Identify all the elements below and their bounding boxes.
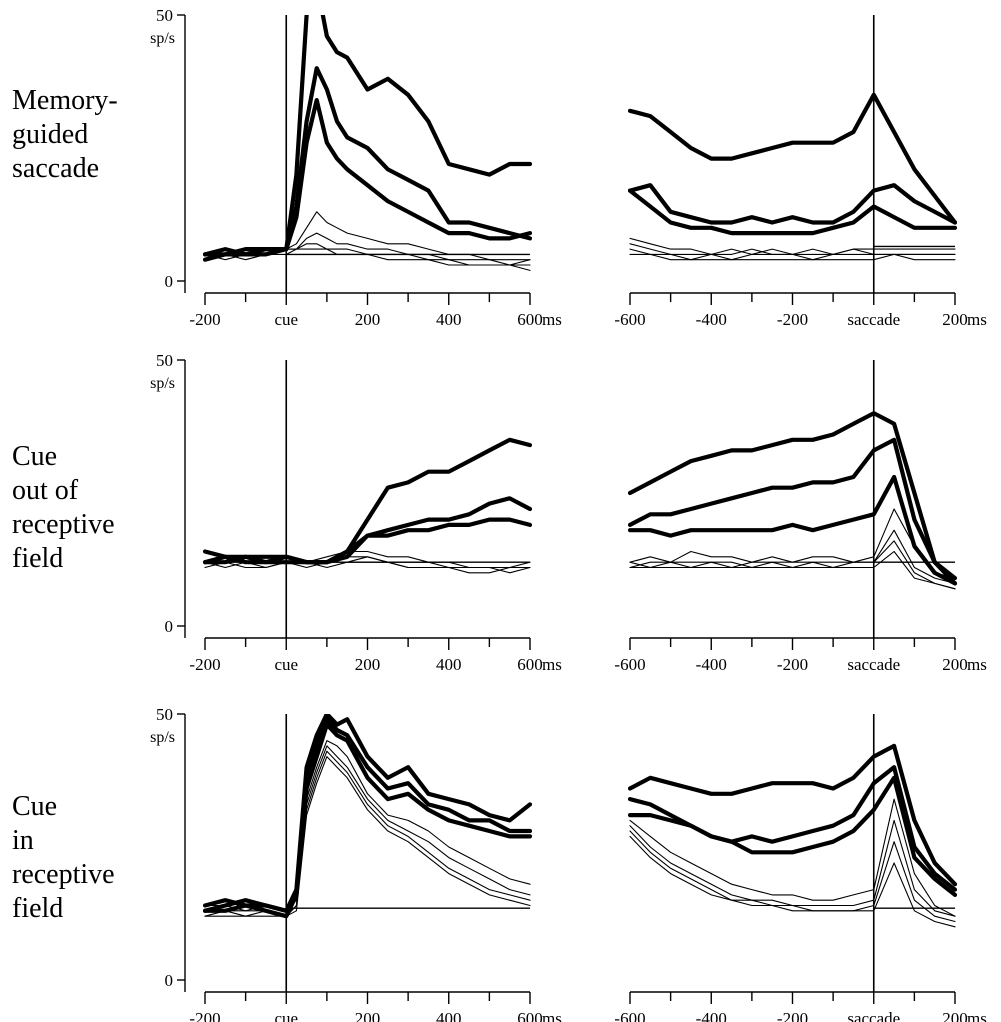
y-unit-label-r3c1: sp/s [150, 729, 175, 746]
x-tick-label-r2c1: -200 [189, 655, 220, 674]
series-line-r2c1-3 [203, 517, 532, 565]
series-line-r3c2-7 [629, 835, 956, 928]
x-tick-label-r2c1: 200 [355, 655, 381, 674]
series-line-r2c1-7 [204, 561, 531, 574]
row-label-cue-out-of-receptive-field: Cue out of receptive field [12, 441, 115, 574]
y-tick-label-r3c1: 0 [165, 971, 174, 990]
series-line-r3c2-1 [628, 743, 957, 887]
x-tick-label-r1c2: -400 [696, 310, 727, 329]
y-unit-label-r1c1: sp/s [150, 30, 175, 47]
x-tick-label-r3c2: 200 [942, 1009, 968, 1022]
series-line-r1c2-2 [628, 183, 957, 225]
series-line-r1c1-3 [203, 97, 532, 262]
x-tick-label-r3c2: -400 [696, 1009, 727, 1022]
x-tick-label-r1c1: cue [274, 310, 298, 329]
series-line-r1c2-1 [628, 92, 957, 225]
series-line-r3c2-6 [629, 830, 956, 923]
y-tick-label-r1c1: 50 [156, 6, 173, 25]
x-tick-label-r1c1: -200 [189, 310, 220, 329]
series-line-r2c1-2 [203, 496, 532, 565]
y-tick-label-r2c1: 0 [165, 617, 174, 636]
x-unit-label-r3c2: ms [967, 1009, 987, 1022]
x-tick-label-r2c2: saccade [847, 655, 900, 674]
x-unit-label-r1c1: ms [542, 310, 562, 329]
x-tick-label-r2c2: -400 [696, 655, 727, 674]
x-tick-label-r3c1: 200 [355, 1009, 381, 1022]
series-line-r2c2-1 [628, 411, 957, 586]
x-tick-label-r1c1: 600 [517, 310, 543, 329]
x-unit-label-r2c2: ms [967, 655, 987, 674]
x-tick-label-r2c1: cue [274, 655, 298, 674]
series-line-r2c2-6 [629, 540, 956, 590]
row-label-memory-guided-saccade: Memory- guided saccade [12, 85, 118, 184]
y-unit-label-r2c1: sp/s [150, 375, 175, 392]
series-line-r2c2-5 [629, 529, 956, 584]
x-tick-label-r1c2: -200 [777, 310, 808, 329]
x-tick-label-r1c2: 200 [942, 310, 968, 329]
series-line-r1c1-2 [203, 66, 532, 257]
series-line-r3c1-6 [204, 750, 531, 917]
series-line-r2c1-6 [204, 556, 531, 574]
series-line-r2c2-7 [629, 550, 956, 590]
series-line-r2c2-2 [628, 437, 957, 581]
series-line-r3c2-4 [629, 798, 956, 917]
x-tick-label-r3c2: -200 [777, 1009, 808, 1022]
series-line-r2c2-3 [628, 474, 957, 586]
y-tick-label-r3c1: 50 [156, 705, 173, 724]
x-tick-label-r3c1: cue [274, 1009, 298, 1022]
x-unit-label-r3c1: ms [542, 1009, 562, 1022]
series-line-r1c1-4 [204, 211, 531, 261]
series-line-r3c2-3 [628, 775, 957, 898]
y-tick-label-r2c1: 50 [156, 351, 173, 370]
x-tick-label-r3c2: saccade [847, 1009, 900, 1022]
x-tick-label-r1c2: saccade [847, 310, 900, 329]
x-unit-label-r2c1: ms [542, 655, 562, 674]
x-tick-label-r2c1: 400 [436, 655, 462, 674]
x-tick-label-r1c1: 400 [436, 310, 462, 329]
x-tick-label-r1c1: 200 [355, 310, 381, 329]
x-tick-label-r2c1: 600 [517, 655, 543, 674]
x-tick-label-r1c2: -600 [614, 310, 645, 329]
series-line-r1c1-1 [203, 15, 532, 257]
series-line-r1c1-6 [204, 243, 531, 266]
row-label-cue-in-receptive-field: Cue in receptive field [12, 791, 115, 924]
series-line-r2c1-1 [203, 437, 532, 565]
series-line-r3c1-2 [203, 717, 532, 913]
x-tick-label-r3c2: -600 [614, 1009, 645, 1022]
series-line-r1c1-7 [204, 248, 531, 271]
x-tick-label-r2c2: -600 [614, 655, 645, 674]
series-line-r3c1-4 [204, 740, 531, 912]
y-tick-label-r1c1: 0 [165, 272, 174, 291]
series-line-r3c1-1 [203, 714, 532, 913]
x-tick-label-r3c1: 400 [436, 1009, 462, 1022]
x-tick-label-r2c2: 200 [942, 655, 968, 674]
series-line-r3c1-7 [204, 756, 531, 917]
series-line-r1c2-6 [629, 248, 956, 261]
x-tick-label-r2c2: -200 [777, 655, 808, 674]
x-tick-label-r3c1: 600 [517, 1009, 543, 1022]
series-line-r1c2-7 [629, 253, 956, 261]
x-unit-label-r1c2: ms [967, 310, 987, 329]
x-tick-label-r3c1: -200 [189, 1009, 220, 1022]
series-line-r1c2-3 [628, 188, 957, 236]
